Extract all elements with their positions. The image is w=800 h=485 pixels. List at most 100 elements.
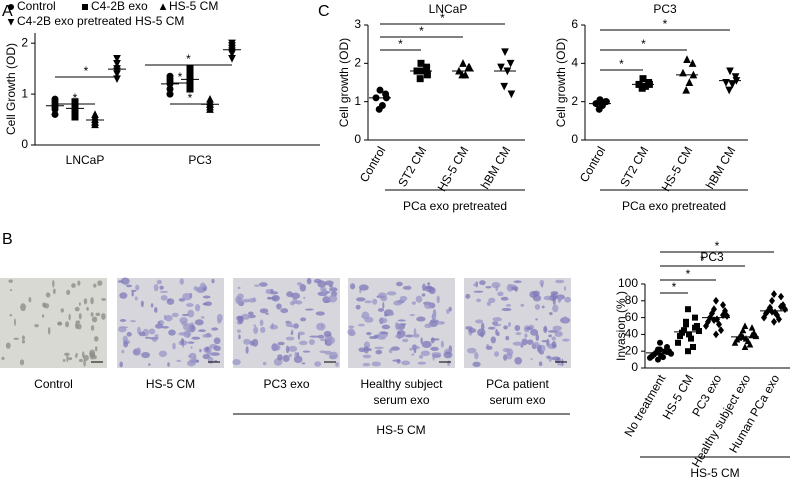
point <box>718 326 724 335</box>
cell <box>549 312 553 316</box>
cell <box>13 318 16 326</box>
point <box>703 322 709 330</box>
cell <box>144 336 151 339</box>
cell <box>21 340 26 344</box>
cell <box>386 291 397 296</box>
cell <box>473 283 478 287</box>
x-tick-label: ST2 CM <box>395 144 429 189</box>
cell <box>552 304 559 313</box>
point <box>778 302 784 311</box>
cell <box>291 292 301 300</box>
cell <box>196 359 199 363</box>
cell <box>252 297 256 302</box>
cell <box>158 350 168 357</box>
cell <box>377 308 385 312</box>
cell <box>440 340 444 348</box>
cell <box>260 326 266 333</box>
point <box>716 320 722 329</box>
point <box>500 82 509 91</box>
cell <box>164 314 173 322</box>
cell <box>97 280 103 286</box>
cell <box>194 319 204 326</box>
cell <box>350 283 356 290</box>
cell <box>238 334 241 340</box>
cell <box>248 311 254 316</box>
y-tick-label: 0 <box>571 132 578 146</box>
cell <box>362 354 372 359</box>
point <box>186 70 194 78</box>
cell <box>238 316 244 325</box>
cell <box>371 361 382 367</box>
cell <box>52 279 55 288</box>
cell <box>71 283 76 288</box>
cell <box>200 282 206 289</box>
y-tick-label: 4 <box>571 56 578 70</box>
cell <box>83 359 86 367</box>
point <box>688 59 697 67</box>
point <box>685 306 691 313</box>
y-tick-label: 3 <box>354 17 361 31</box>
point <box>690 344 696 350</box>
point <box>423 71 431 79</box>
cell <box>500 296 509 301</box>
cell <box>541 339 548 343</box>
y-axis-label: Cell growth (OD) <box>337 38 351 127</box>
point <box>416 75 424 83</box>
cell <box>166 298 175 305</box>
cell <box>390 346 400 351</box>
x-tick-label: Control <box>577 144 608 185</box>
cell <box>512 341 523 346</box>
cell <box>77 280 81 286</box>
cell <box>348 325 355 329</box>
cell <box>479 280 486 286</box>
point <box>726 67 734 76</box>
cell <box>156 279 162 285</box>
point <box>51 110 59 118</box>
point <box>660 354 666 361</box>
point <box>638 84 646 92</box>
cell <box>378 292 387 299</box>
significance-label: * <box>440 11 445 25</box>
cell <box>178 332 187 336</box>
cell <box>75 355 78 358</box>
chart-title: LNCaP <box>429 2 468 16</box>
cell <box>193 286 198 291</box>
point <box>657 346 663 353</box>
point <box>720 301 726 309</box>
cell <box>328 294 338 303</box>
cell <box>186 330 190 338</box>
cell <box>554 331 563 338</box>
cell <box>302 350 311 353</box>
cell <box>530 358 533 361</box>
cell <box>472 361 481 368</box>
cell <box>182 323 192 331</box>
cell <box>298 331 305 336</box>
cell <box>325 291 331 294</box>
cell <box>66 354 69 363</box>
point <box>720 311 726 319</box>
cell <box>167 362 170 367</box>
cell <box>436 295 440 304</box>
point <box>675 339 681 346</box>
cell <box>502 347 511 353</box>
cell <box>119 319 127 322</box>
cell <box>329 287 338 292</box>
cell <box>395 334 404 339</box>
cell <box>514 325 521 331</box>
cell <box>93 336 99 342</box>
legend-label: Control <box>17 0 56 13</box>
cell <box>1 356 5 360</box>
cell <box>548 334 552 338</box>
cell <box>507 321 512 327</box>
cell <box>313 278 322 284</box>
cell <box>420 350 431 357</box>
cell <box>393 300 402 306</box>
cell <box>210 352 220 356</box>
point <box>166 77 174 85</box>
cell <box>421 340 432 348</box>
cell <box>521 338 528 346</box>
cell <box>496 331 500 337</box>
cell <box>506 352 513 360</box>
point <box>166 72 174 80</box>
